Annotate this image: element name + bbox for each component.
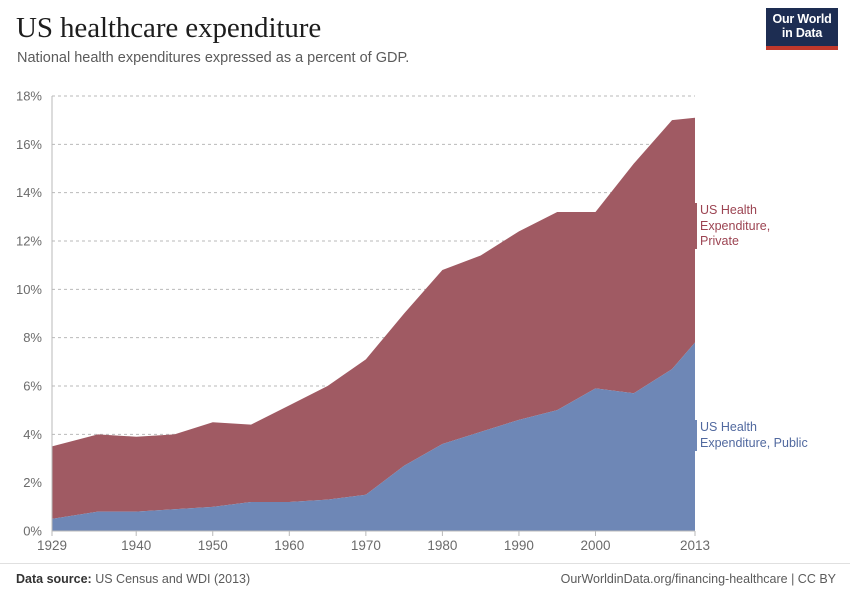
page-title: US healthcare expenditure bbox=[16, 12, 322, 44]
y-axis-tick-label: 2% bbox=[23, 475, 42, 490]
legend-swatch-private bbox=[693, 203, 697, 249]
chart-subtitle: National health expenditures expressed a… bbox=[17, 50, 410, 66]
x-axis-tick-label: 1980 bbox=[427, 538, 457, 553]
x-axis-tick-label: 1940 bbox=[121, 538, 151, 553]
logo-line-1: Our World bbox=[772, 12, 832, 26]
axis-lines bbox=[51, 96, 696, 536]
our-world-in-data-logo[interactable]: Our World in Data bbox=[766, 8, 838, 50]
y-axis-tick-label: 12% bbox=[16, 234, 42, 249]
legend-label-public[interactable]: US Health Expenditure, Public bbox=[700, 420, 808, 450]
x-axis-tick-label: 1950 bbox=[198, 538, 228, 553]
x-axis-tick-label: 1960 bbox=[274, 538, 304, 553]
data-source-text: Data source: US Census and WDI (2013) bbox=[16, 572, 250, 586]
x-axis-tick-label: 1970 bbox=[351, 538, 381, 553]
y-axis-tick-label: 16% bbox=[16, 137, 42, 152]
x-axis-tick-labels: 1929 1940 1950 1960 1970 1980 1990 2000 2013 bbox=[37, 538, 710, 553]
chart-footer: Data source: US Census and WDI (2013) Ou… bbox=[0, 563, 850, 601]
legend-label-private[interactable]: US Health Expenditure, Private bbox=[700, 203, 771, 248]
chart-header: US healthcare expenditure National healt… bbox=[0, 0, 850, 84]
area-series-private[interactable] bbox=[52, 117, 695, 519]
y-axis-tick-label: 6% bbox=[23, 379, 42, 394]
data-source-value: US Census and WDI (2013) bbox=[91, 572, 251, 586]
x-axis-tick-label: 2000 bbox=[580, 538, 610, 553]
x-axis-tick-label: 1929 bbox=[37, 538, 67, 553]
y-axis-tick-label: 4% bbox=[23, 427, 42, 442]
x-axis-tick-label: 2013 bbox=[680, 538, 710, 553]
y-axis-tick-labels: 0% 2% 4% 6% 8% 10% 12% 14% 16% 18% bbox=[16, 89, 42, 539]
area-series-public[interactable] bbox=[52, 342, 695, 532]
footer-url-license[interactable]: OurWorldinData.org/financing-healthcare … bbox=[560, 572, 836, 586]
area-series-group bbox=[52, 117, 695, 532]
y-axis-tick-label: 10% bbox=[16, 282, 42, 297]
legend-swatch-public bbox=[693, 420, 697, 451]
data-source-prefix: Data source: bbox=[16, 572, 92, 586]
logo-line-2: in Data bbox=[781, 25, 823, 40]
y-axis-tick-label: 8% bbox=[23, 330, 42, 345]
y-axis-tick-label: 14% bbox=[16, 185, 42, 200]
y-axis-tick-label: 18% bbox=[16, 89, 42, 104]
x-axis-tick-label: 1990 bbox=[504, 538, 534, 553]
y-axis-tick-label: 0% bbox=[23, 524, 42, 539]
